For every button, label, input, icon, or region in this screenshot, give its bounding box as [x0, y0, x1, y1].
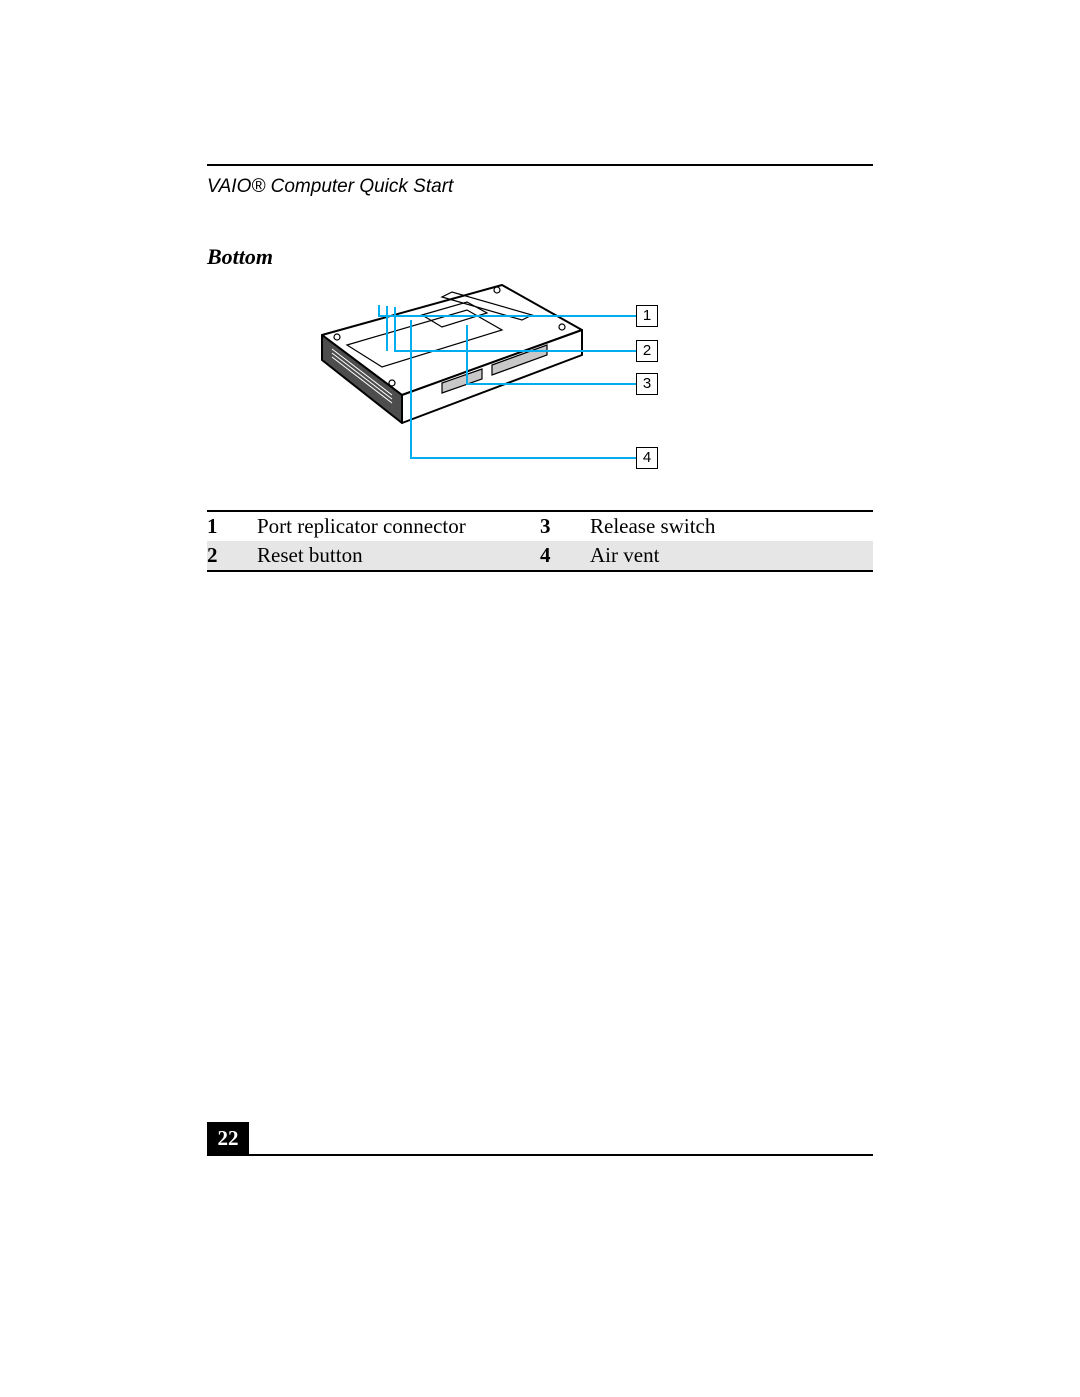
footer-rule	[207, 1154, 873, 1156]
page-number: 22	[207, 1122, 249, 1154]
diagram-area	[207, 275, 873, 505]
callout-lines	[207, 275, 873, 505]
legend-row: 2 Reset button 4 Air vent	[207, 541, 873, 571]
legend-num: 3	[540, 511, 590, 541]
callout-box-1: 1	[636, 305, 658, 327]
legend-table: 1 Port replicator connector 3 Release sw…	[207, 510, 873, 572]
callout-box-4: 4	[636, 447, 658, 469]
legend-desc: Release switch	[590, 511, 873, 541]
section-title: Bottom	[207, 244, 273, 270]
callout-box-3: 3	[636, 373, 658, 395]
document-page: VAIO® Computer Quick Start Bottom	[0, 0, 1080, 1397]
legend-num: 2	[207, 541, 257, 571]
legend-desc: Port replicator connector	[257, 511, 540, 541]
legend-row: 1 Port replicator connector 3 Release sw…	[207, 511, 873, 541]
legend-desc: Air vent	[590, 541, 873, 571]
legend-num: 1	[207, 511, 257, 541]
header-rule	[207, 164, 873, 166]
legend-num: 4	[540, 541, 590, 571]
legend-desc: Reset button	[257, 541, 540, 571]
callout-box-2: 2	[636, 340, 658, 362]
running-head: VAIO® Computer Quick Start	[207, 176, 453, 198]
